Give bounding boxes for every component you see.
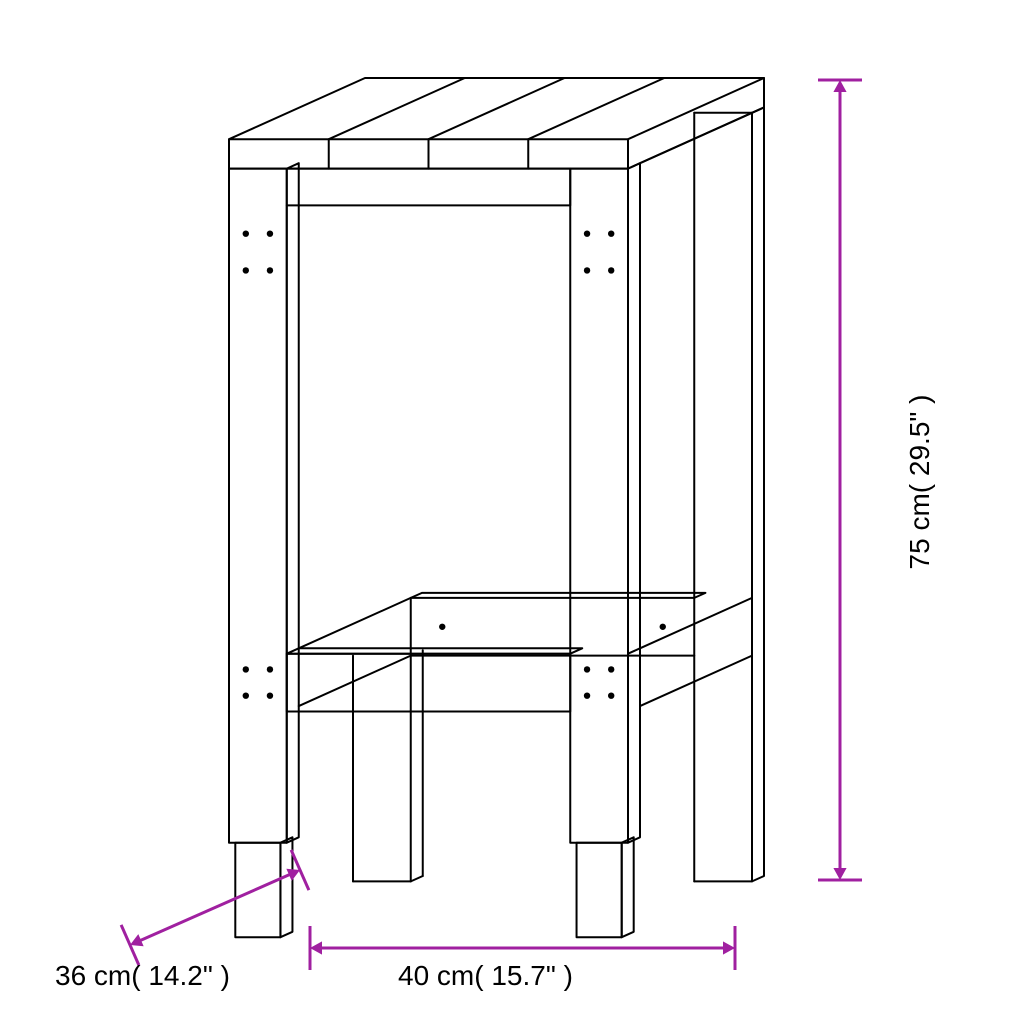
dimension-lines (0, 0, 1024, 1024)
diagram-canvas: 75 cm( 29.5" ) 40 cm( 15.7" ) 36 cm( 14.… (0, 0, 1024, 1024)
width-label: 40 cm( 15.7" ) (398, 960, 573, 992)
depth-label: 36 cm( 14.2" ) (55, 960, 230, 992)
height-label: 75 cm( 29.5" ) (904, 352, 936, 612)
